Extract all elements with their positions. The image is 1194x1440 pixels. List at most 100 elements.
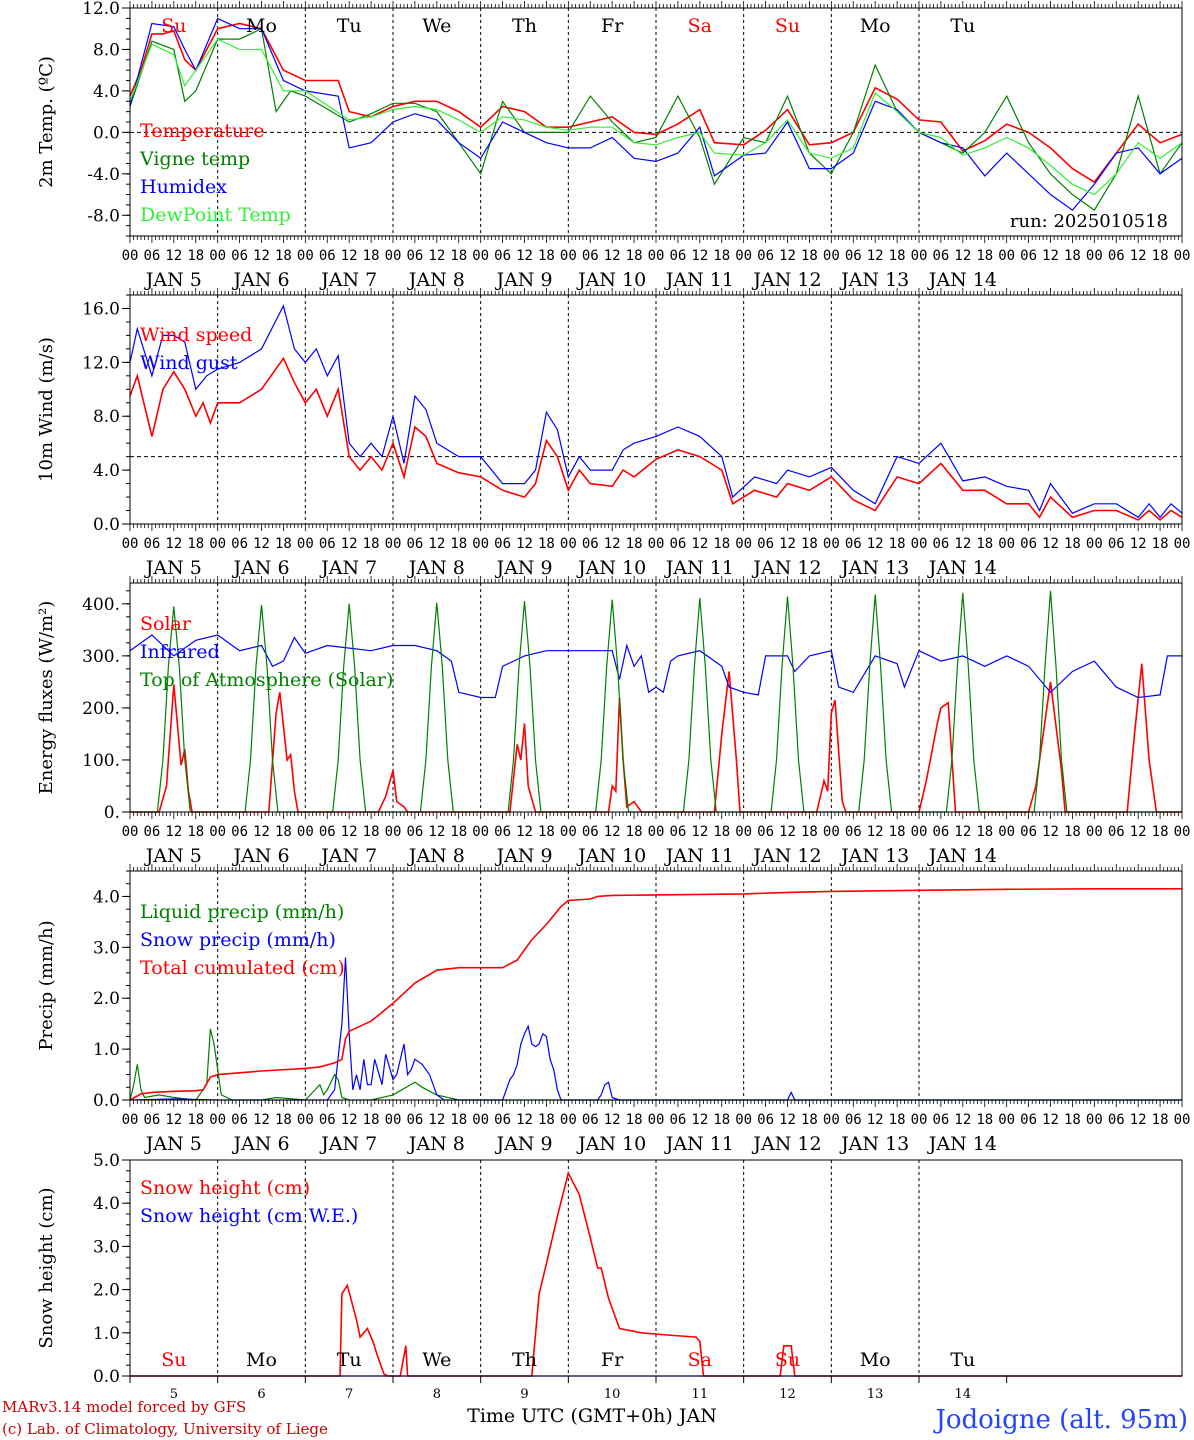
hour-tick-label: 06 — [669, 1112, 686, 1128]
series-line — [129, 888, 1182, 1101]
hour-tick-label: 12 — [1042, 536, 1059, 552]
hour-tick-label: 18 — [1152, 1112, 1169, 1128]
hour-tick-label: 18 — [363, 824, 380, 840]
y-axis-label: 10m Wind (m/s) — [36, 337, 57, 482]
hour-tick-label: 18 — [538, 248, 555, 264]
location-title: Jodoigne (alt. 95m) — [932, 1405, 1188, 1435]
y-tick-label: 200. — [82, 699, 120, 719]
hour-tick-label: 18 — [363, 536, 380, 552]
hour-tick-label: 12 — [954, 824, 971, 840]
hour-tick-label: 18 — [187, 1112, 204, 1128]
frames-layer — [122, 1, 1183, 1383]
hour-tick-label: 12 — [1130, 824, 1147, 840]
hour-tick-label: 12 — [779, 1112, 796, 1128]
weekday-label: Mo — [246, 15, 277, 37]
y-tick-label: 4.0 — [93, 461, 120, 481]
hour-tick-label: 00 — [472, 1112, 489, 1128]
day-number-label: 6 — [257, 1387, 265, 1402]
hour-tick-label: 18 — [275, 824, 292, 840]
hour-tick-label: 00 — [122, 1112, 139, 1128]
date-label: JAN 14 — [927, 845, 997, 867]
y-tick-label: 1.0 — [93, 1040, 120, 1060]
hour-tick-label: 18 — [187, 536, 204, 552]
y-tick-label: 3.0 — [93, 1237, 120, 1257]
date-label: JAN 11 — [664, 845, 734, 867]
legend-entry: Total cumulated (cm) — [140, 957, 345, 979]
date-label: JAN 9 — [494, 1133, 552, 1155]
y-tick-label: 4.0 — [93, 887, 120, 907]
hour-tick-label: 18 — [538, 1112, 555, 1128]
date-label: JAN 13 — [839, 1133, 909, 1155]
legend-entry: Wind gust — [140, 352, 238, 374]
hour-tick-label: 18 — [1152, 824, 1169, 840]
hour-tick-label: 18 — [1152, 536, 1169, 552]
y-tick-label: 0. — [104, 803, 120, 823]
series-line — [129, 1028, 1182, 1101]
hour-tick-label: 12 — [165, 1112, 182, 1128]
hour-tick-label: 12 — [428, 536, 445, 552]
hour-tick-label: 12 — [165, 536, 182, 552]
hour-tick-label: 06 — [494, 536, 511, 552]
hour-tick-label: 00 — [209, 536, 226, 552]
hour-tick-label: 18 — [363, 1112, 380, 1128]
legend-entry: Solar — [140, 613, 192, 635]
hour-tick-label: 00 — [823, 248, 840, 264]
date-label: JAN 8 — [407, 557, 465, 579]
hour-tick-label: 00 — [297, 248, 314, 264]
hour-tick-label: 18 — [801, 1112, 818, 1128]
hour-tick-label: 12 — [954, 536, 971, 552]
hour-tick-label: 18 — [187, 824, 204, 840]
hour-tick-label: 00 — [735, 248, 752, 264]
y-axis-label: Snow height (cm) — [36, 1187, 57, 1348]
date-label: JAN 11 — [664, 1133, 734, 1155]
hour-tick-label: 18 — [538, 536, 555, 552]
hour-tick-label: 00 — [648, 536, 665, 552]
grid-layer — [130, 8, 1182, 1376]
date-label: JAN 5 — [144, 845, 202, 867]
hour-tick-label: 00 — [472, 824, 489, 840]
hour-tick-label: 12 — [1042, 1112, 1059, 1128]
hour-tick-label: 06 — [1020, 824, 1037, 840]
hour-tick-label: 18 — [976, 248, 993, 264]
hour-tick-label: 06 — [231, 536, 248, 552]
hour-tick-label: 12 — [779, 248, 796, 264]
legend-entry: Top of Atmosphere (Solar) — [140, 669, 393, 691]
hour-tick-label: 18 — [450, 824, 467, 840]
hour-tick-label: 00 — [998, 536, 1015, 552]
hour-tick-label: 06 — [932, 1112, 949, 1128]
y-axis-label: 2m Temp. (ºC) — [36, 56, 57, 188]
hour-tick-label: 06 — [494, 824, 511, 840]
date-label: JAN 5 — [144, 269, 202, 291]
date-label: JAN 6 — [231, 845, 289, 867]
hour-tick-label: 00 — [648, 1112, 665, 1128]
series-line — [129, 304, 1183, 519]
hour-tick-label: 12 — [867, 824, 884, 840]
hour-tick-label: 00 — [823, 824, 840, 840]
hour-tick-label: 00 — [823, 1112, 840, 1128]
weekday-label: Mo — [246, 1349, 277, 1371]
hour-tick-label: 00 — [385, 1112, 402, 1128]
date-label: JAN 7 — [319, 1133, 377, 1155]
hour-tick-label: 06 — [231, 824, 248, 840]
date-label: JAN 9 — [494, 845, 552, 867]
hour-tick-label: 12 — [253, 1112, 270, 1128]
hour-tick-label: 12 — [1130, 248, 1147, 264]
date-label: JAN 7 — [319, 269, 377, 291]
hour-tick-label: 00 — [122, 248, 139, 264]
hour-tick-label: 18 — [626, 824, 643, 840]
y-tick-label: 12.0 — [82, 353, 120, 373]
series-layer — [129, 17, 1183, 1377]
date-label: JAN 10 — [576, 269, 646, 291]
hour-tick-label: 00 — [560, 536, 577, 552]
legend-entry: Liquid precip (mm/h) — [140, 901, 344, 923]
date-label: JAN 6 — [231, 557, 289, 579]
legend-entry: Temperature — [140, 120, 264, 142]
day-number-label: 11 — [692, 1387, 709, 1402]
hour-tick-label: 18 — [801, 248, 818, 264]
hour-tick-label: 00 — [385, 824, 402, 840]
hour-tick-label: 00 — [385, 248, 402, 264]
hour-tick-label: 12 — [516, 248, 533, 264]
hour-tick-label: 00 — [648, 824, 665, 840]
hour-tick-label: 18 — [363, 248, 380, 264]
